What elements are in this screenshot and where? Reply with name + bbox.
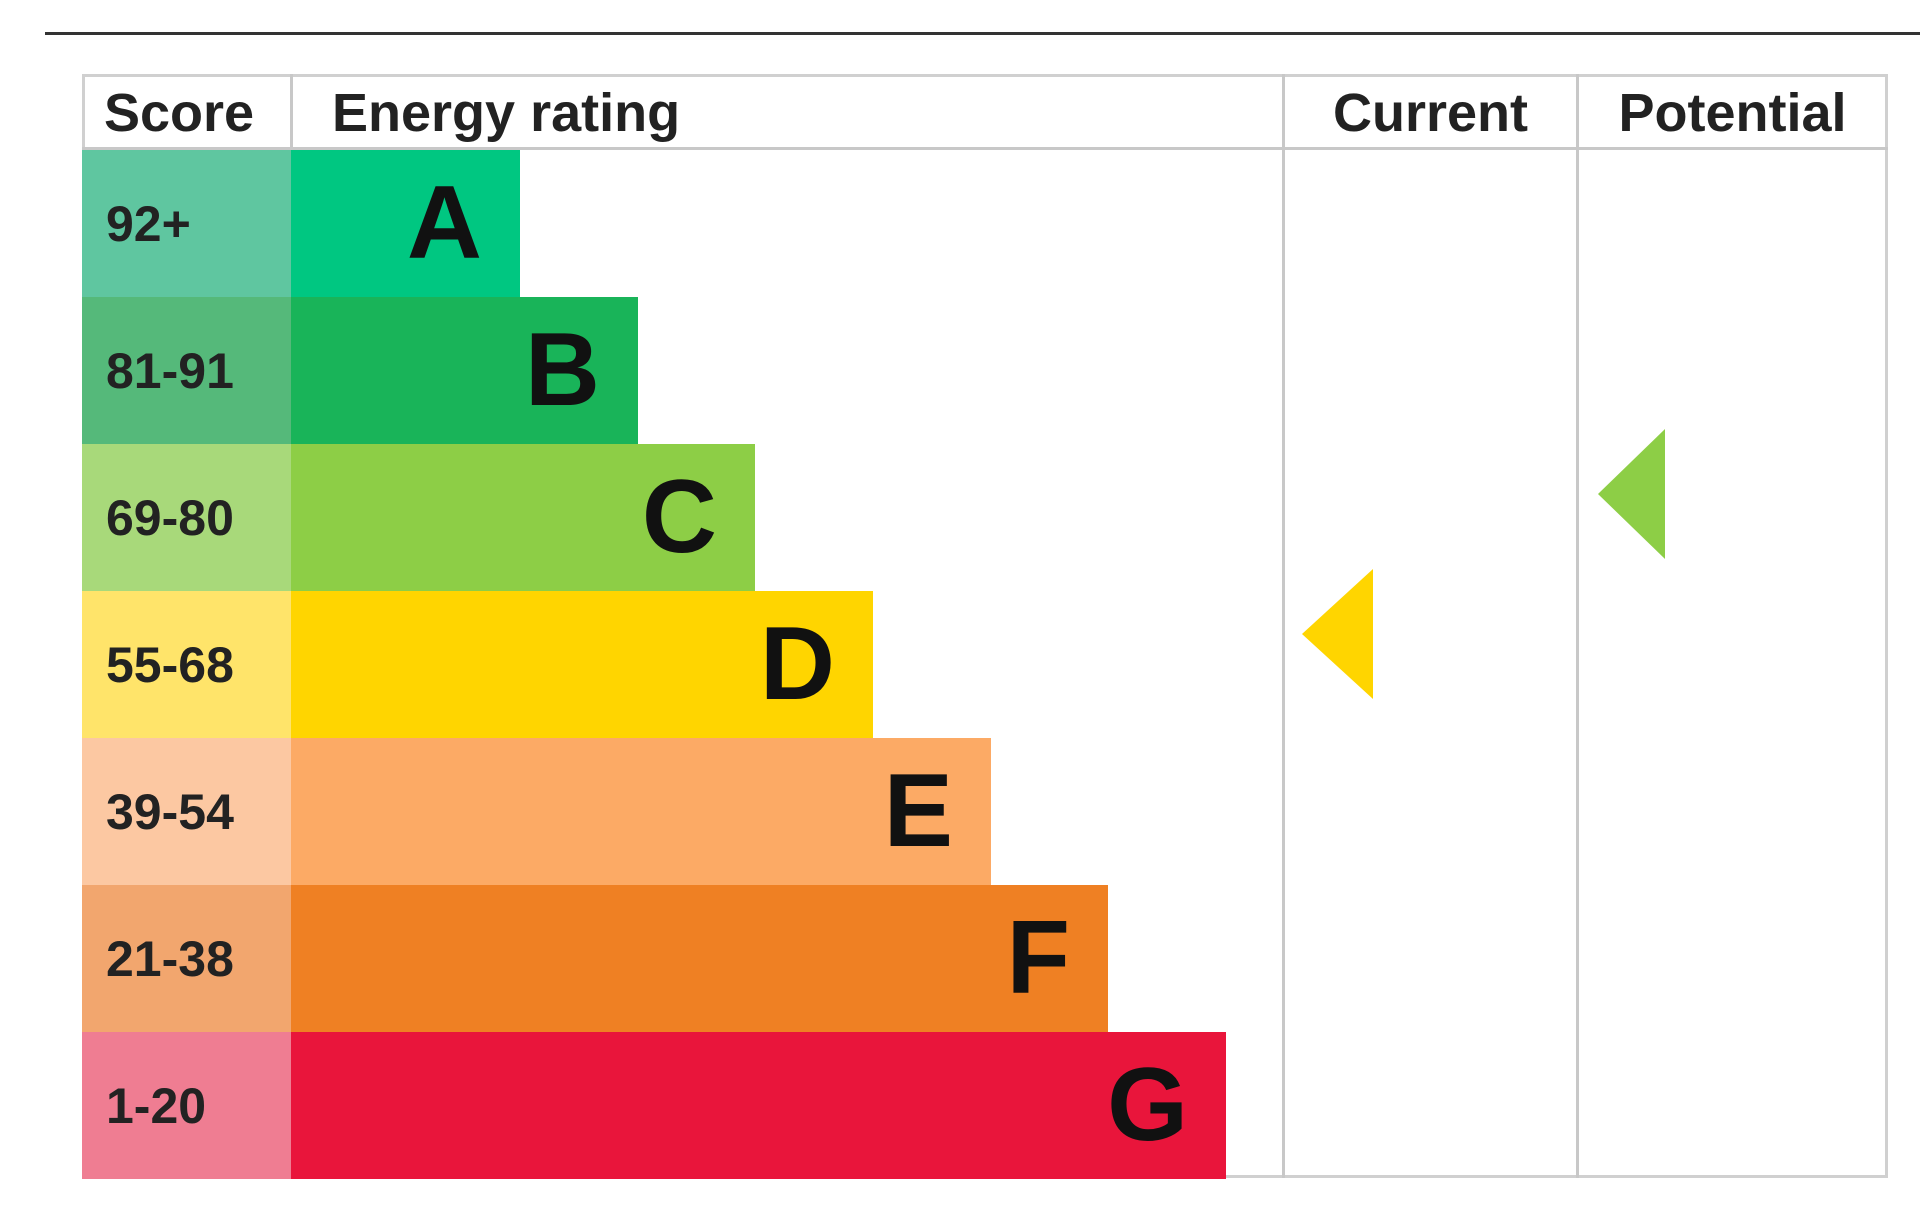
- column-divider: [1282, 74, 1285, 1178]
- rating-bar: C: [291, 444, 755, 591]
- score-band: 92+: [82, 150, 291, 297]
- score-band: 69-80: [82, 444, 291, 591]
- score-band: 55-68: [82, 591, 291, 738]
- column-divider: [290, 74, 293, 149]
- top-rule: [45, 32, 1920, 35]
- header-current: Current: [1332, 82, 1528, 143]
- header-score: Score: [104, 82, 255, 143]
- score-band: 81-91: [82, 297, 291, 444]
- column-divider: [1576, 74, 1579, 1178]
- rating-bar: E: [291, 738, 991, 885]
- rating-bar: F: [291, 885, 1108, 1032]
- score-band: 21-38: [82, 885, 291, 1032]
- rating-bar: A: [291, 150, 520, 297]
- header-potential: Potential: [1618, 82, 1847, 143]
- header-rule: [82, 147, 1888, 150]
- rating-bar: D: [291, 591, 873, 738]
- header-energy-rating: Energy rating: [332, 82, 681, 143]
- rating-bar: G: [291, 1032, 1226, 1179]
- rating-bar: B: [291, 297, 638, 444]
- score-band: 39-54: [82, 738, 291, 885]
- score-band: 1-20: [82, 1032, 291, 1179]
